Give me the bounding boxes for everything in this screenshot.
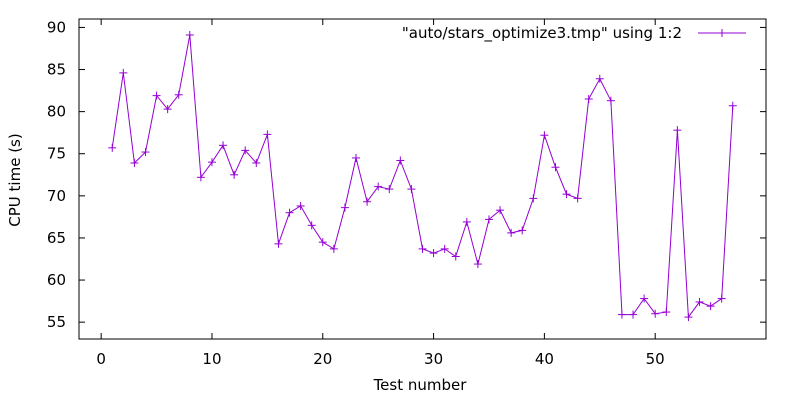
data-point <box>252 159 261 167</box>
data-point <box>141 148 150 157</box>
x-tick-label: 50 <box>646 350 665 368</box>
y-tick-label: 65 <box>47 229 66 247</box>
legend: "auto/stars_optimize3.tmp" using 1:2 <box>402 24 746 43</box>
data-point <box>174 90 183 99</box>
data-point <box>440 244 449 253</box>
y-tick-label: 85 <box>47 61 66 79</box>
legend-series-marker <box>718 29 726 37</box>
data-point <box>407 185 416 194</box>
series-layer <box>108 31 737 322</box>
x-tick-label: 40 <box>535 350 554 368</box>
y-tick-label: 60 <box>47 271 66 289</box>
data-point <box>595 74 604 83</box>
data-point <box>374 182 383 191</box>
data-point <box>340 203 349 212</box>
data-point <box>684 313 693 322</box>
data-point <box>396 156 405 165</box>
data-point <box>285 208 294 217</box>
y-tick-label: 70 <box>47 187 66 205</box>
tick-labels: 0 10 20 30 40 50 55 60 65 70 75 80 85 90 <box>47 18 665 368</box>
data-point <box>640 294 649 303</box>
data-point <box>241 146 250 155</box>
y-tick-label: 90 <box>47 18 66 36</box>
data-point <box>219 141 228 150</box>
data-point <box>695 297 704 306</box>
data-point <box>363 197 372 206</box>
data-point <box>462 217 471 226</box>
y-axis-label: CPU time (s) <box>6 133 24 226</box>
axis-ticks <box>79 19 766 339</box>
data-point <box>673 126 682 135</box>
data-point <box>606 96 615 105</box>
data-point <box>329 244 338 253</box>
data-point <box>185 31 194 39</box>
data-point <box>108 143 117 152</box>
data-point <box>629 310 638 319</box>
data-point <box>130 159 139 167</box>
data-point <box>152 91 161 100</box>
data-point <box>119 68 128 77</box>
x-tick-label: 10 <box>202 350 221 368</box>
data-point <box>352 153 361 162</box>
y-tick-label: 55 <box>47 313 66 331</box>
data-point <box>662 308 671 317</box>
data-point <box>584 95 593 103</box>
data-point <box>573 194 582 203</box>
data-point <box>529 194 538 203</box>
plot-frame <box>78 18 767 340</box>
data-point <box>496 206 505 215</box>
data-point <box>540 131 549 140</box>
data-point <box>484 215 493 224</box>
x-tick-label: 30 <box>424 350 443 368</box>
data-point <box>562 190 571 199</box>
data-point <box>617 310 626 319</box>
data-point <box>318 238 327 247</box>
y-tick-label: 80 <box>47 103 66 121</box>
x-axis-label: Test number <box>373 376 468 394</box>
data-point <box>717 294 726 303</box>
data-point <box>274 239 283 248</box>
data-point <box>473 260 482 269</box>
x-tick-label: 20 <box>313 350 332 368</box>
x-tick-label: 0 <box>96 350 106 368</box>
data-point <box>518 226 527 235</box>
data-point <box>551 163 560 172</box>
data-point <box>429 249 438 258</box>
data-point <box>651 309 660 318</box>
legend-series-label: "auto/stars_optimize3.tmp" using 1:2 <box>402 24 682 43</box>
data-point <box>385 185 394 194</box>
data-point <box>507 228 516 237</box>
data-point <box>296 201 305 210</box>
data-point <box>163 105 172 114</box>
data-point <box>207 158 216 167</box>
data-point <box>196 173 205 182</box>
data-point <box>263 130 272 139</box>
data-point <box>418 244 427 253</box>
data-point <box>230 170 239 179</box>
data-point <box>706 302 715 311</box>
data-point <box>728 101 737 110</box>
series-line <box>111 34 734 319</box>
data-point <box>451 252 460 261</box>
y-tick-label: 75 <box>47 145 66 163</box>
data-point <box>307 221 316 230</box>
